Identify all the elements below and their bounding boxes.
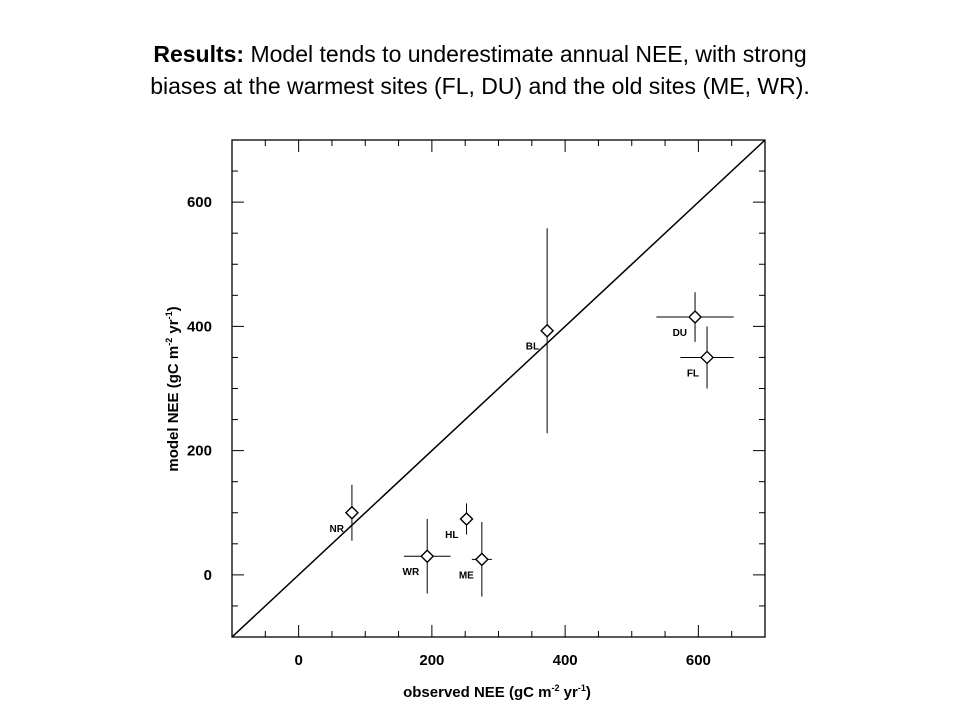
y-tick-label: 600 [187,194,212,211]
y-axis-label-sup2: -1 [164,311,174,319]
data-point-diamond [700,350,715,365]
point-label: BL [526,342,539,353]
point-label: ME [459,570,474,581]
data-point-diamond [688,310,703,325]
y-axis-label-mid: yr [165,319,182,338]
x-axis-label-close: ) [586,684,591,701]
y-tick-label: 400 [187,318,212,335]
data-point-diamond [474,552,489,567]
x-tick-label: 200 [419,652,444,669]
x-axis-label-mid: yr [560,684,579,701]
x-axis-label-main: observed NEE (gC m [403,684,551,701]
title-line-2: biases at the warmest sites (FL, DU) and… [150,73,810,99]
data-point-diamond [540,323,555,338]
point-label: WR [403,567,420,578]
x-axis-label-sup1: -2 [551,683,559,693]
x-tick-label: 0 [294,652,302,669]
y-axis-label-main: model NEE (gC m [165,346,182,472]
point-label: HL [445,530,458,541]
x-axis-label: observed NEE (gC m-2 yr-1) [403,683,591,701]
x-tick-label: 400 [553,652,578,669]
y-tick-label: 0 [204,567,212,584]
point-label: NR [329,524,344,535]
title-line-1: Results: Model tends to underestimate an… [40,38,920,70]
data-point-diamond [459,511,474,526]
x-axis-label-sup2: -1 [578,683,586,693]
y-tick-label: 200 [187,443,212,460]
slide-title: Results: Model tends to underestimate an… [40,38,920,102]
plot-area: 0 200 400 600 0 200 400 600 NR WR HL ME BL DU FL [187,139,766,669]
y-axis-label-sup1: -2 [164,338,174,346]
data-point-diamond [420,549,435,564]
one-to-one-line [231,139,766,638]
y-axis-label-close: ) [165,306,182,311]
y-axis-label: model NEE (gC m-2 yr-1) [164,306,182,471]
data-point-diamond [344,505,359,520]
point-label: DU [673,328,687,339]
x-tick-label: 600 [686,652,711,669]
point-label: FL [687,368,699,379]
title-bold-lead: Results: [153,41,245,67]
title-text-1: Model tends to underestimate annual NEE,… [244,41,807,67]
